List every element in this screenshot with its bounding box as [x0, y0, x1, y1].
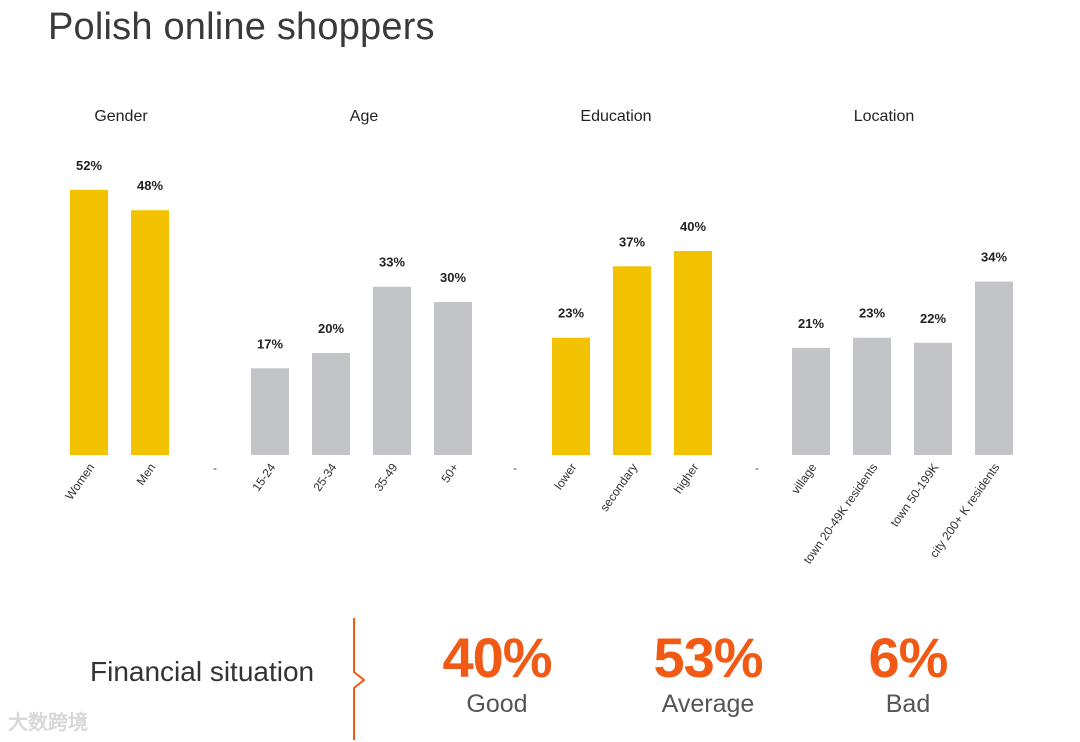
group-separator-age: - — [213, 461, 217, 475]
group-separator-location: - — [755, 461, 759, 475]
bar-gender-women — [70, 189, 108, 456]
category-label-age-15-24: 15-24 — [249, 460, 278, 493]
value-label-education-higher: 40% — [680, 219, 706, 234]
bar-chart: Gender 52% Women 48% Men Age - 17% 15-24 20% 25-34… — [62, 108, 1013, 567]
bar-education-higher — [674, 251, 712, 455]
financial-average-label: Average — [661, 690, 755, 718]
category-label-age-35-49: 35-49 — [371, 460, 400, 493]
category-label-age-25-34: 25-34 — [310, 460, 339, 493]
financial-good: 40% Good — [397, 628, 597, 719]
financial-bad: 6% Bad — [808, 628, 1008, 719]
bar-education-lower — [552, 337, 590, 455]
bar-age-35-49 — [373, 286, 411, 455]
category-label-education-secondary: secondary — [597, 461, 640, 514]
bar-age-50 — [434, 302, 472, 455]
category-label-age-50: 50+ — [438, 461, 461, 486]
value-label-education-secondary: 37% — [619, 234, 645, 249]
bar-age-25-34 — [312, 353, 350, 455]
group-title-age: Age — [350, 108, 379, 125]
value-label-age-25-34: 20% — [318, 321, 344, 336]
bar-location-town-50-199k — [914, 342, 952, 455]
value-label-age-35-49: 33% — [379, 255, 405, 270]
category-label-location-city-200-k-residents: city 200+ K residents — [927, 461, 1003, 561]
brace-divider — [353, 618, 366, 740]
category-label-gender-men: Men — [134, 461, 159, 488]
financial-average: 53% Average — [608, 628, 808, 719]
financial-good-value: 40% — [442, 626, 552, 689]
group-separator-education: - — [513, 461, 517, 475]
value-label-gender-women: 52% — [76, 158, 102, 173]
financial-bad-value: 6% — [868, 626, 949, 689]
financial-average-value: 53% — [653, 626, 763, 689]
financial-situation-label: Financial situation — [90, 656, 315, 687]
watermark: 大数跨境 — [8, 712, 88, 734]
group-title-location: Location — [854, 108, 915, 125]
value-label-location-town-20-49k-residents: 23% — [859, 306, 885, 321]
value-label-location-city-200-k-residents: 34% — [981, 250, 1007, 265]
bar-location-town-20-49k-residents — [853, 337, 891, 455]
bar-age-15-24 — [251, 368, 289, 455]
value-label-location-village: 21% — [798, 316, 824, 331]
page-title: Polish online shoppers — [48, 6, 435, 48]
bar-location-village — [792, 347, 830, 455]
financial-bad-label: Bad — [885, 690, 931, 718]
financial-good-label: Good — [466, 690, 528, 718]
category-label-education-higher: higher — [671, 461, 702, 496]
group-title-education: Education — [580, 108, 651, 125]
value-label-gender-men: 48% — [137, 178, 163, 193]
category-label-education-lower: lower — [552, 461, 580, 493]
value-label-age-15-24: 17% — [257, 336, 283, 351]
bar-gender-men — [131, 210, 169, 455]
bar-location-city-200-k-residents — [975, 281, 1013, 455]
value-label-age-50: 30% — [440, 270, 466, 285]
value-label-location-town-50-199k: 22% — [920, 311, 946, 326]
group-title-gender: Gender — [94, 108, 148, 125]
bar-education-secondary — [613, 266, 651, 455]
category-label-gender-women: Women — [62, 461, 97, 503]
value-label-education-lower: 23% — [558, 306, 584, 321]
category-label-location-village: village — [788, 460, 819, 496]
category-label-location-town-50-199k: town 50-199K — [888, 461, 942, 530]
